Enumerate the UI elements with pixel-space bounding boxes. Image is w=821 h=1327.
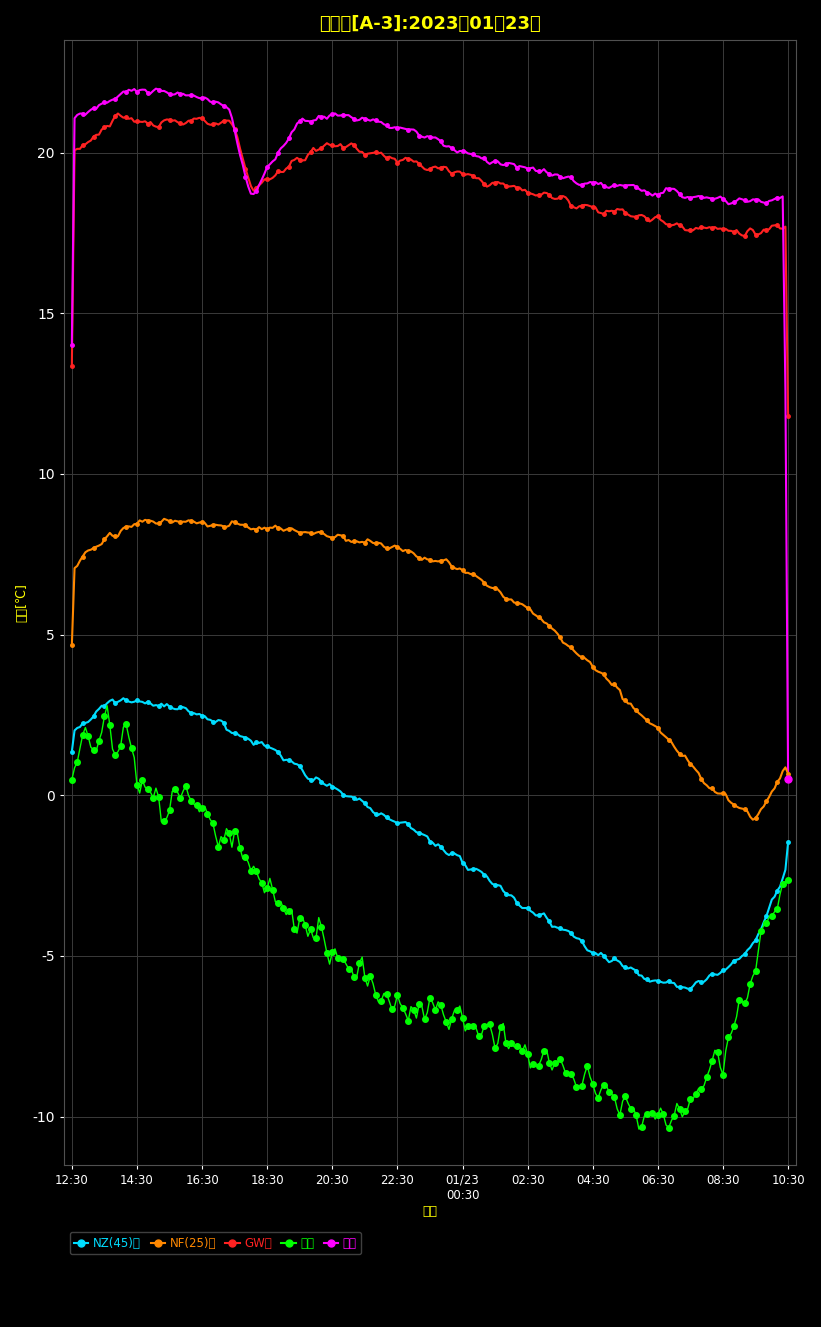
NZ(45)外	[683, 981, 693, 997]
室内	[615, 176, 625, 192]
NF(25)内	[734, 800, 744, 816]
GW内	[734, 226, 744, 242]
NZ(45)外	[745, 940, 755, 955]
室内	[384, 119, 394, 135]
外気	[384, 994, 394, 1010]
外気	[615, 1107, 625, 1123]
Line: GW内: GW内	[70, 111, 790, 418]
GW内	[67, 358, 76, 374]
NZ(45)外	[615, 954, 625, 970]
GW内	[384, 149, 394, 165]
NF(25)内	[507, 592, 516, 608]
NF(25)内	[783, 766, 793, 782]
Line: 外気: 外気	[69, 703, 791, 1132]
Line: NZ(45)外: NZ(45)外	[70, 697, 790, 990]
室内	[507, 155, 516, 171]
NF(25)内	[159, 511, 169, 527]
外気	[507, 1035, 516, 1051]
外気	[737, 994, 747, 1010]
NZ(45)外	[357, 794, 367, 809]
NZ(45)外	[507, 888, 516, 904]
外気	[102, 698, 112, 714]
GW内	[113, 106, 123, 122]
NZ(45)外	[118, 690, 128, 706]
GW内	[783, 407, 793, 423]
NZ(45)外	[67, 743, 76, 759]
NZ(45)外	[384, 811, 394, 827]
Y-axis label: 気温[℃]: 気温[℃]	[15, 583, 28, 622]
NF(25)内	[615, 682, 625, 698]
Line: NF(25)内: NF(25)内	[70, 518, 790, 821]
室内	[783, 771, 793, 787]
室内	[357, 110, 367, 126]
外気	[357, 949, 367, 965]
GW内	[615, 202, 625, 218]
NZ(45)外	[783, 835, 793, 851]
外気	[783, 872, 793, 888]
NF(25)内	[67, 637, 76, 653]
NF(25)内	[748, 812, 758, 828]
GW内	[507, 178, 516, 194]
NF(25)内	[357, 533, 367, 549]
X-axis label: 日時: 日時	[423, 1205, 438, 1217]
室内	[67, 337, 76, 353]
Title: 展示場[A-3]:2023年01月23日: 展示場[A-3]:2023年01月23日	[319, 15, 541, 33]
Legend: NZ(45)外, NF(25)内, GW内, 外気, 室内: NZ(45)外, NF(25)内, GW内, 外気, 室内	[70, 1231, 361, 1254]
室内	[151, 81, 161, 97]
Line: 室内: 室内	[70, 86, 790, 780]
室内	[734, 191, 744, 207]
NF(25)内	[384, 540, 394, 556]
室内	[742, 194, 752, 210]
外気	[745, 977, 755, 993]
外気	[634, 1121, 644, 1137]
NZ(45)外	[737, 947, 747, 963]
NF(25)内	[742, 803, 752, 819]
GW内	[357, 143, 367, 159]
外気	[67, 772, 76, 788]
GW内	[742, 223, 752, 239]
